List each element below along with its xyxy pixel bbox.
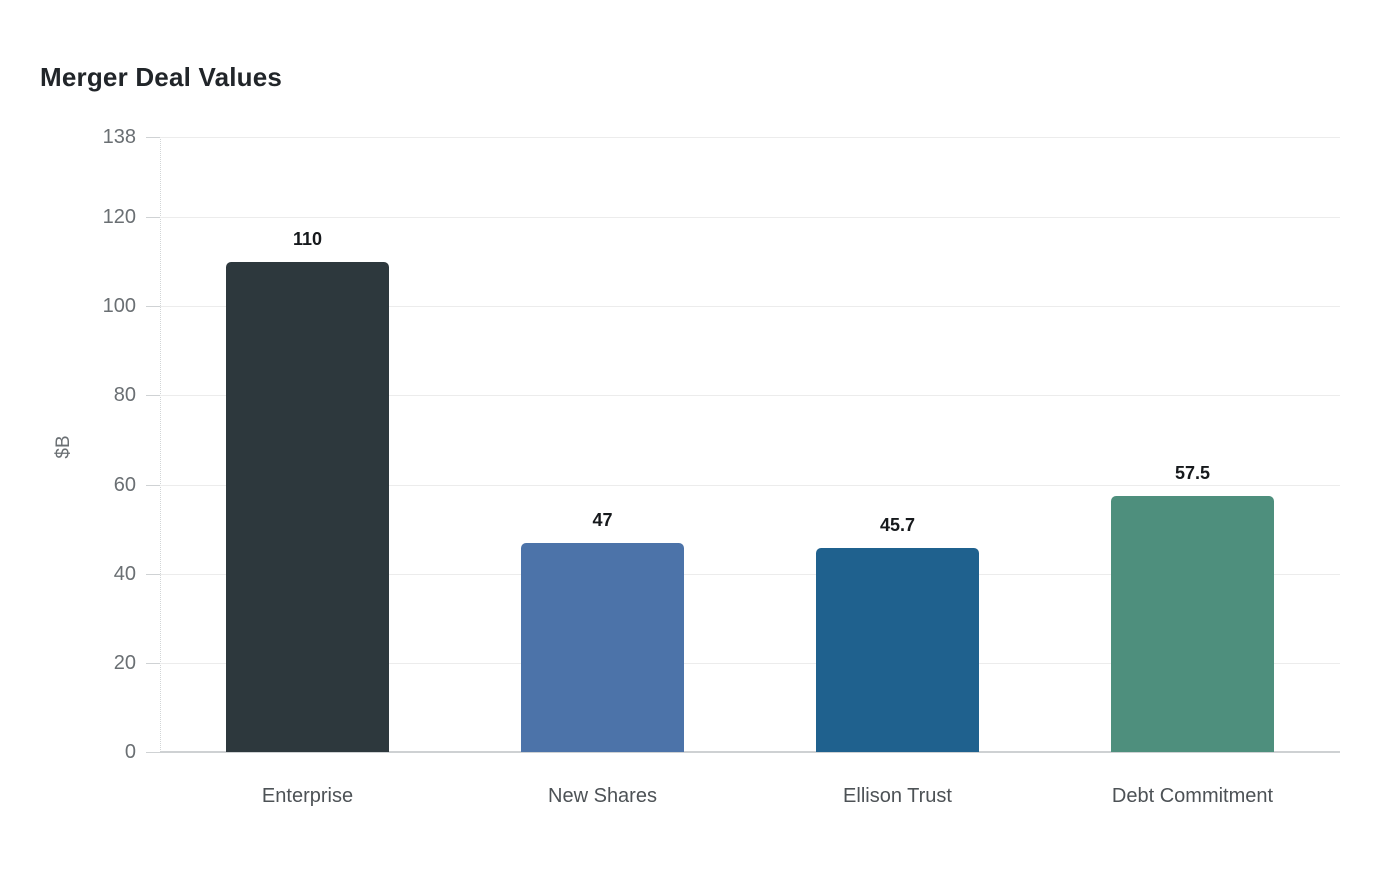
y-tick-label: 138 bbox=[102, 126, 136, 148]
gridline bbox=[160, 484, 1340, 486]
y-tick-mark bbox=[146, 217, 160, 219]
bar-debt-commitment bbox=[1111, 495, 1274, 752]
bar-enterprise bbox=[226, 261, 389, 752]
bar-value-label: 57.5 bbox=[1174, 462, 1211, 483]
gridline bbox=[160, 217, 1340, 219]
bar-ellison-trust bbox=[816, 548, 979, 752]
gridline bbox=[160, 137, 1340, 138]
gridline bbox=[160, 662, 1340, 664]
y-tick-mark bbox=[146, 484, 160, 486]
chart-title: Merger Deal Values bbox=[40, 62, 283, 92]
y-tick-label: 20 bbox=[113, 651, 136, 674]
y-tick-mark bbox=[146, 752, 160, 753]
bar-value-label: 110 bbox=[292, 228, 323, 249]
y-tick-mark bbox=[146, 662, 160, 664]
y-tick-label: 120 bbox=[102, 206, 136, 229]
x-axis-category-label: Ellison Trust bbox=[843, 785, 952, 807]
y-tick-mark bbox=[146, 395, 160, 397]
zero-gridline bbox=[160, 751, 1340, 753]
y-tick-mark bbox=[146, 137, 160, 138]
y-tick-mark bbox=[146, 306, 160, 308]
gridline bbox=[160, 306, 1340, 308]
bar-value-label: 45.7 bbox=[879, 515, 916, 536]
y-axis-line bbox=[160, 137, 161, 752]
gridline bbox=[160, 395, 1340, 397]
y-tick-label: 40 bbox=[113, 562, 136, 585]
y-tick-label: 80 bbox=[113, 384, 136, 407]
bar-new-shares bbox=[521, 542, 684, 752]
x-axis-category-label: New Shares bbox=[548, 785, 657, 807]
x-axis-category-label: Debt Commitment bbox=[1111, 785, 1274, 807]
gridline bbox=[160, 573, 1340, 575]
y-tick-label: 0 bbox=[124, 741, 136, 763]
y-axis-title: $B bbox=[53, 435, 74, 459]
y-tick-label: 100 bbox=[102, 295, 136, 318]
bar-value-label: 47 bbox=[592, 509, 613, 530]
y-tick-mark bbox=[146, 573, 160, 575]
y-tick-label: 60 bbox=[113, 473, 136, 496]
x-axis-category-label: Enterprise bbox=[261, 785, 354, 807]
